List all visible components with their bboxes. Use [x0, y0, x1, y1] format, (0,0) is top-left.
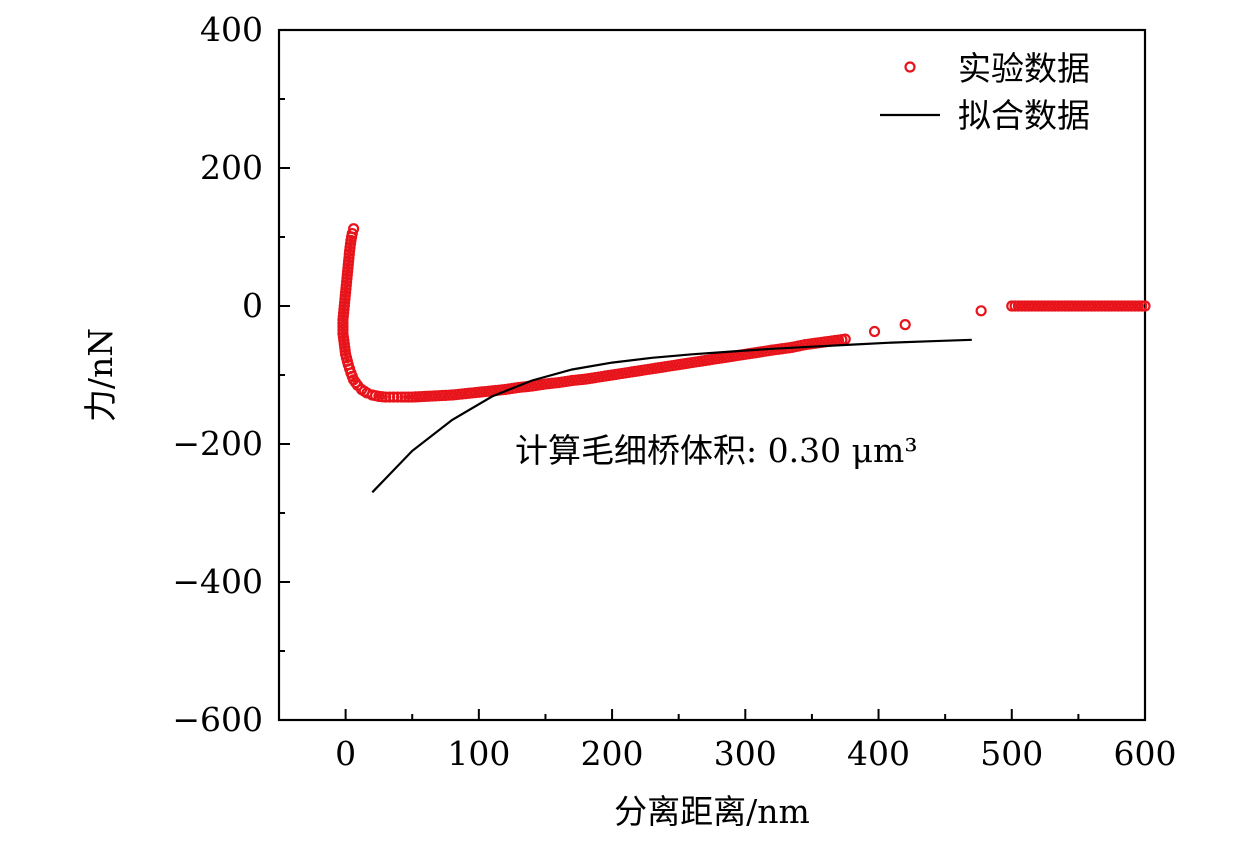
- data-point-dense: [403, 391, 415, 403]
- x-tick-label: 0: [335, 734, 356, 773]
- data-point-dense: [589, 371, 602, 384]
- data-point-dense: [656, 361, 668, 373]
- data-point-dense: [339, 345, 351, 357]
- data-point-dense: [749, 347, 761, 359]
- data-point-dense: [616, 367, 628, 380]
- data-point-dense: [340, 283, 352, 295]
- data-point-dense: [629, 365, 641, 377]
- data-point-dense: [1136, 300, 1148, 312]
- x-tick-label: 300: [714, 734, 777, 773]
- fit-line: [371, 338, 972, 494]
- data-point-dense: [549, 377, 562, 389]
- data-point-dense: [344, 241, 356, 253]
- data-point: [975, 305, 987, 317]
- data-point-dense: [343, 255, 355, 267]
- data-point-dense: [337, 310, 349, 322]
- data-point-dense: [603, 369, 615, 382]
- legend-label-experimental: 实验数据: [958, 49, 1090, 88]
- data-point-dense: [696, 355, 708, 367]
- volume-annotation: 计算毛细桥体积: 0.30 μm³: [515, 431, 918, 470]
- x-axis-title: 分离距离/nm: [614, 792, 810, 831]
- legend-label-fit: 拟合数据: [958, 96, 1090, 135]
- data-point-dense: [709, 353, 721, 365]
- data-point-dense: [369, 390, 382, 402]
- x-tick-label: 400: [847, 734, 910, 773]
- data-point: [899, 319, 911, 331]
- legend: 实验数据 拟合数据: [880, 49, 1090, 135]
- data-point-dense: [337, 324, 349, 336]
- data-point-dense: [391, 391, 404, 403]
- y-tick-label: −600: [172, 700, 263, 739]
- data-point-dense: [796, 339, 808, 351]
- data-point-dense: [337, 317, 349, 329]
- data-point-dense: [350, 376, 362, 389]
- data-point-dense: [536, 378, 548, 391]
- data-point-dense: [337, 321, 349, 333]
- data-point-dense: [358, 385, 370, 397]
- data-point-dense: [576, 373, 588, 386]
- data-point-dense: [339, 296, 351, 309]
- data-point: [395, 391, 408, 403]
- x-tick-label: 200: [581, 734, 644, 773]
- data-point-dense: [643, 363, 655, 375]
- y-axis-title: 力/nN: [81, 328, 120, 422]
- data-point-dense: [763, 345, 775, 357]
- x-tick-label: 100: [447, 734, 510, 773]
- x-tick-label: 600: [1114, 734, 1177, 773]
- legend-marker-experimental: [904, 61, 916, 73]
- data-point-dense: [669, 359, 681, 371]
- data-point-dense: [683, 357, 695, 369]
- data-point-dense: [376, 391, 388, 403]
- y-tick-label: −200: [172, 424, 263, 463]
- data-point: [868, 325, 881, 338]
- y-tick-label: 400: [200, 10, 263, 49]
- y-tick-label: 200: [200, 148, 263, 187]
- data-point-dense: [338, 334, 350, 347]
- data-point-dense: [341, 269, 353, 281]
- data-point-dense: [346, 231, 358, 243]
- data-point-dense: [399, 391, 411, 403]
- data-point-dense: [563, 375, 575, 387]
- y-tick-label: 0: [242, 286, 263, 325]
- y-tick-label: −400: [172, 562, 263, 601]
- x-tick-label: 500: [980, 734, 1043, 773]
